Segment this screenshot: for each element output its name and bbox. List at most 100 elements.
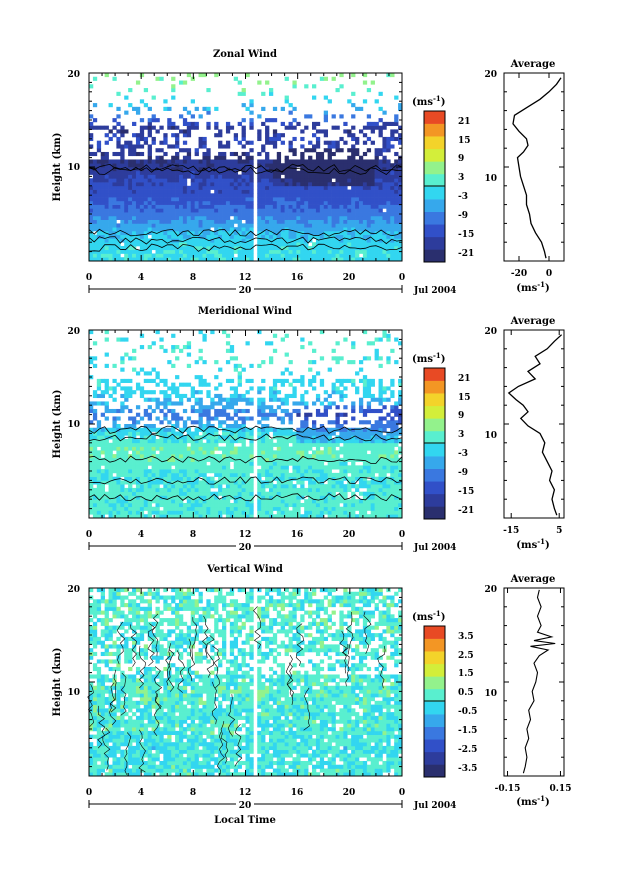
heatmap-cell [257,204,262,209]
heatmap-cell [182,472,188,477]
heatmap-cell [249,446,254,451]
heatmap-cell [163,185,168,190]
heatmap-cell [335,257,340,261]
colorbar-swatch [424,236,445,250]
heatmap-cell [276,454,282,459]
heatmap-cell [331,401,336,406]
heatmap-cell [280,465,285,470]
heatmap-cell [327,189,332,194]
heatmap-cell [386,461,391,466]
heatmap-cell [292,502,297,508]
heatmap-cell [100,212,105,217]
heatmap-cell [218,174,223,179]
heatmap-cell [378,125,383,130]
heatmap-cell [362,506,368,511]
heatmap-cell [124,502,129,508]
heatmap-cell [182,155,188,160]
heatmap-cell [276,491,282,496]
heatmap-cell [265,227,270,232]
heatmap-cell [249,454,254,459]
heatmap-cell [265,197,270,202]
heatmap-cell [351,230,356,236]
heatmap-cell [296,465,301,470]
heatmap-cell [378,431,383,436]
heatmap-cell [257,450,262,455]
heatmap-cell [116,227,121,232]
date-label: Jul 2004 [413,286,456,296]
heatmap-cell [124,129,129,134]
heatmap-cell [218,238,223,243]
heatmap-cell [233,230,239,236]
heatmap-cell [186,502,192,508]
heatmap-cell [92,514,98,518]
heatmap-cell [390,427,395,432]
heatmap-cell [276,208,282,213]
heatmap-cell [390,170,395,175]
heatmap-cell [327,182,332,187]
heatmap-cell [171,439,176,444]
heatmap-cell [182,465,188,470]
heatmap-cell [143,472,149,477]
heatmap-cell [382,390,387,395]
heatmap-cell [249,167,254,172]
heatmap-cell [378,363,383,368]
heatmap-cell [198,178,203,183]
heatmap-cell [233,439,239,444]
heatmap-cell [249,185,254,190]
heatmap-cell [190,480,195,485]
heatmap-cell [315,431,321,436]
heatmap-cell [398,495,402,500]
heatmap-cell [280,484,285,489]
heatmap-cell [135,439,141,444]
heatmap-cell [288,121,293,126]
heatmap-cell [159,446,164,451]
heatmap-cell [366,170,372,175]
heatmap-cell [202,457,207,462]
heatmap-cell [225,401,231,406]
heatmap-cell [335,242,340,247]
heatmap-cell [374,99,379,104]
heatmap-cell [241,118,246,123]
heatmap-cell [171,257,176,261]
heatmap-cell [100,174,105,179]
heatmap-cell [261,230,266,236]
heatmap-cell [308,148,313,153]
heatmap-cell [167,360,172,365]
heatmap-cell [151,499,156,504]
heatmap-cell [272,223,278,228]
heatmap-cell [362,215,368,220]
heatmap-cell [370,442,375,447]
heatmap-cell [116,382,121,387]
heatmap-cell [300,469,305,474]
colorbar-swatch [424,249,445,263]
heatmap-cell [245,238,250,243]
heatmap-cell [112,491,117,496]
heatmap-cell [343,502,348,508]
heatmap-cell [249,457,254,462]
heatmap-cell [214,133,219,138]
heatmap-cell [261,185,266,190]
heatmap-cell [249,465,254,470]
heatmap-cell [362,133,368,138]
heatmap-cell [378,382,383,387]
heatmap-cell [163,495,168,500]
heatmap-cell [128,457,133,462]
heatmap-cell [171,491,176,496]
heatmap-cell [327,245,332,251]
heatmap-cell [222,476,227,481]
heatmap-cell [308,472,313,477]
heatmap-cell [245,480,250,485]
heatmap-cell [366,219,372,224]
heatmap-cell [214,249,219,254]
heatmap-cell [343,215,348,220]
heatmap-cell [222,487,227,493]
heatmap-cell [288,230,293,236]
heatmap-cell [241,215,246,220]
heatmap-cell [96,427,102,432]
heatmap-cell [225,480,231,485]
heatmap-cell [268,212,274,217]
heatmap-cell [370,472,375,477]
heatmap-cell [292,197,297,202]
heatmap-cell [218,424,223,429]
heatmap-cell [249,461,254,466]
